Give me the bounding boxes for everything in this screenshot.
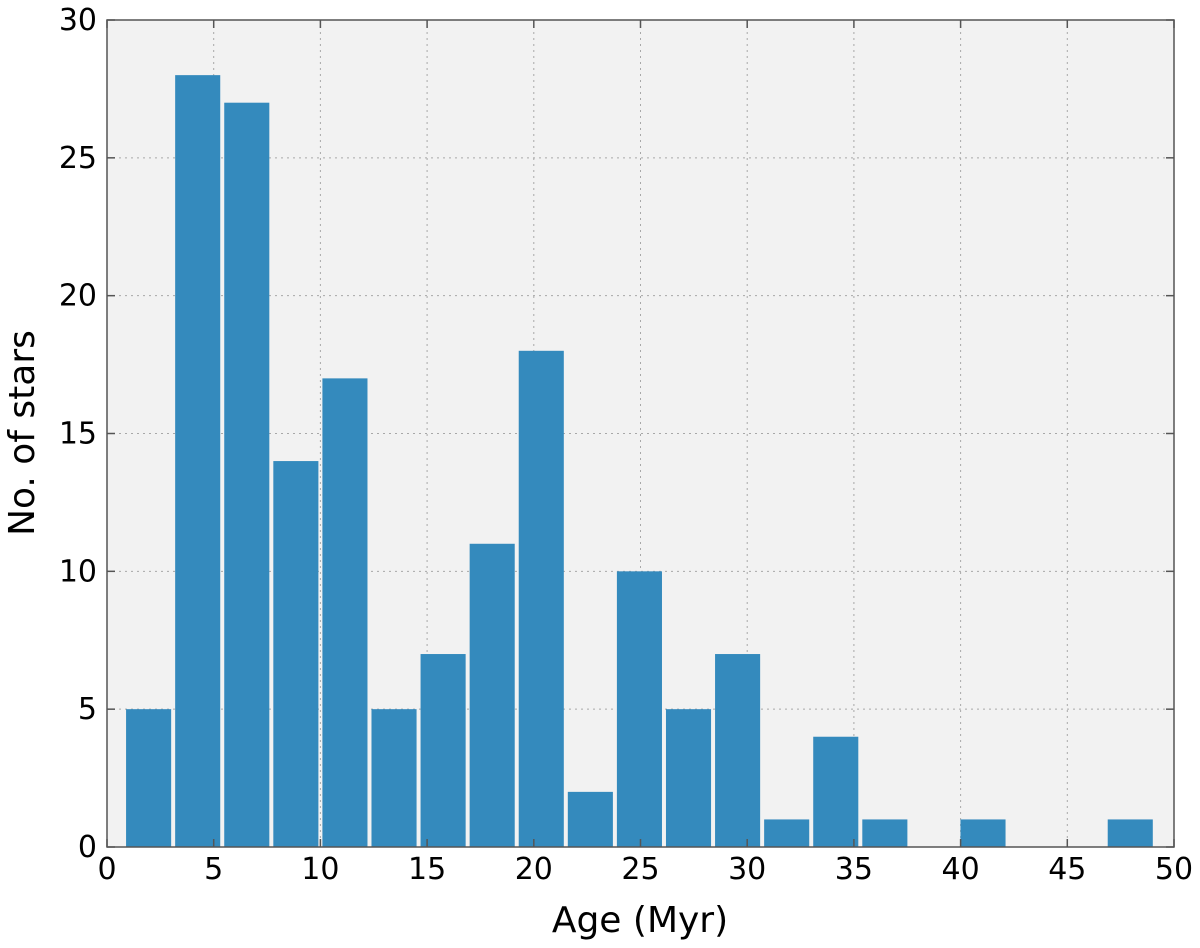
histogram-bar: [1107, 819, 1153, 847]
y-tick-label: 10: [59, 554, 97, 589]
histogram-bar: [764, 819, 810, 847]
y-tick-label: 0: [78, 830, 97, 865]
histogram-bar: [518, 350, 564, 847]
histogram-bar: [126, 709, 172, 847]
x-axis-label: Age (Myr): [552, 900, 728, 941]
x-tick-label: 30: [728, 852, 766, 887]
histogram-bar: [175, 75, 221, 848]
y-tick-labels: 0 5 10 15 20 25 30: [59, 3, 97, 865]
x-tick-label: 40: [942, 852, 980, 887]
x-tick-label: 20: [515, 852, 553, 887]
x-tick-label: 35: [835, 852, 873, 887]
histogram-bar: [273, 461, 319, 847]
x-tick-label: 25: [621, 852, 659, 887]
x-tick-label: 5: [204, 852, 223, 887]
axis-ticks: [106, 19, 1175, 848]
histogram-bar: [616, 571, 662, 847]
histogram-bar: [960, 819, 1006, 847]
histogram-bar: [862, 819, 908, 847]
y-tick-label: 5: [78, 692, 97, 727]
y-axis-label: No. of stars: [2, 330, 43, 536]
x-tick-labels: 0 5 10 15 20 25 30 35 40 45 50: [97, 852, 1193, 887]
x-tick-label: 50: [1155, 852, 1193, 887]
bars: [126, 75, 1153, 848]
y-tick-label: 25: [59, 141, 97, 176]
histogram-bar: [813, 736, 859, 847]
histogram-bar: [715, 654, 761, 847]
y-tick-label: 20: [59, 279, 97, 314]
y-tick-label: 15: [59, 417, 97, 452]
histogram-bar: [665, 709, 712, 847]
x-tick-label: 45: [1048, 852, 1086, 887]
histogram-bar: [469, 543, 515, 847]
y-tick-label: 30: [59, 3, 97, 38]
histogram-bar: [224, 102, 270, 847]
histogram-bar: [322, 378, 368, 847]
x-tick-label: 0: [97, 852, 116, 887]
histogram-bar: [567, 791, 613, 847]
histogram-bar: [420, 654, 466, 847]
histogram-bar: [371, 709, 417, 847]
x-tick-label: 10: [301, 852, 339, 887]
x-tick-label: 15: [408, 852, 446, 887]
